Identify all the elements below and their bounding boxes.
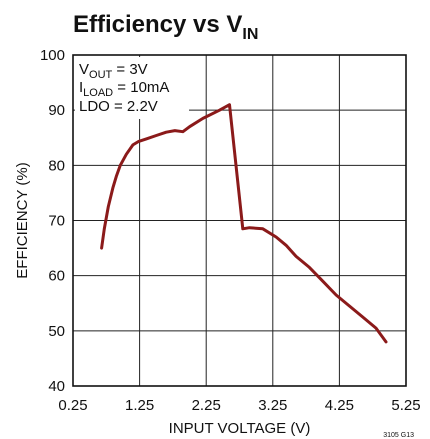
x-tick-label: 0.25 bbox=[58, 397, 87, 414]
y-tick-label: 100 bbox=[40, 47, 65, 64]
series-group bbox=[100, 103, 388, 344]
annotation-vout-main: V bbox=[79, 61, 89, 78]
grid bbox=[73, 55, 406, 386]
y-tick-label: 80 bbox=[48, 157, 65, 174]
y-tick-label: 70 bbox=[48, 213, 65, 230]
x-tick-label: 4.25 bbox=[325, 397, 354, 414]
y-tick-label: 40 bbox=[48, 378, 65, 395]
x-tick-label: 3.25 bbox=[258, 397, 287, 414]
annotation-iload-sub: LOAD bbox=[83, 87, 113, 99]
y-tick-label: 90 bbox=[48, 102, 65, 119]
annotation-vout: VOUT = 3V bbox=[79, 61, 148, 81]
plot-frame bbox=[72, 54, 407, 387]
chart-title: Efficiency vs VIN bbox=[73, 11, 258, 43]
x-tick-labels: 0.25 1.25 2.25 3.25 4.25 5.25 bbox=[58, 397, 420, 414]
x-tick-label: 5.25 bbox=[391, 397, 420, 414]
annotation-iload-main: I bbox=[79, 79, 83, 96]
x-axis-label: INPUT VOLTAGE (V) bbox=[169, 420, 311, 437]
x-tick-label: 2.25 bbox=[192, 397, 221, 414]
chart-title-subscript: IN bbox=[242, 26, 258, 43]
annotation-box: VOUT = 3V ILOAD = 10mA LDO = 2.2V bbox=[75, 57, 189, 119]
x-tick-label: 1.25 bbox=[125, 397, 154, 414]
annotation-background bbox=[75, 57, 189, 119]
annotation-vout-sub: OUT bbox=[89, 69, 113, 81]
annotation-ldo: LDO = 2.2V bbox=[79, 98, 158, 115]
y-axis-label: EFFICIENCY (%) bbox=[14, 162, 31, 278]
annotation-vout-rest: = 3V bbox=[112, 61, 147, 78]
annotation-iload: ILOAD = 10mA bbox=[79, 79, 169, 99]
y-tick-label: 50 bbox=[48, 323, 65, 340]
y-tick-labels: 40 50 60 70 80 90 100 bbox=[40, 47, 65, 395]
annotation-iload-rest: = 10mA bbox=[113, 79, 169, 96]
y-tick-label: 60 bbox=[48, 268, 65, 285]
chart-title-main: Efficiency vs V bbox=[73, 11, 242, 38]
series-line-efficiency bbox=[100, 103, 388, 344]
annotation-ldo-main: LDO = 2.2V bbox=[79, 98, 158, 115]
figure-id: 3105 G13 bbox=[383, 432, 414, 439]
